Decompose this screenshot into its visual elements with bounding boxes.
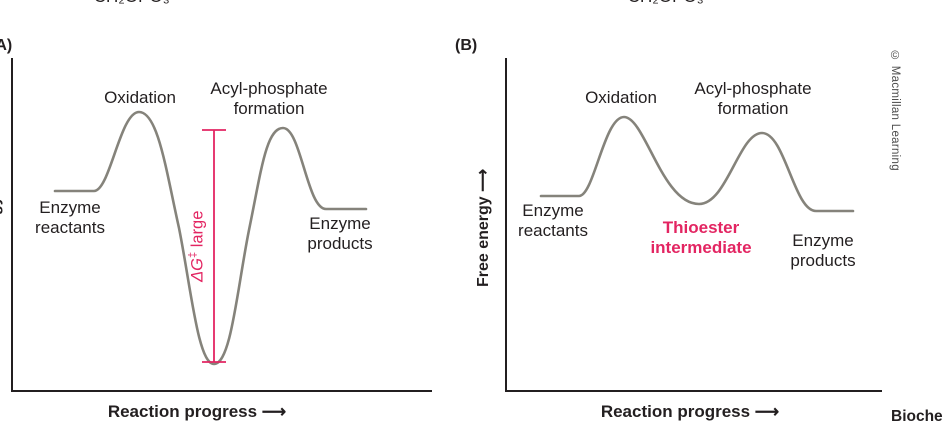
double-dagger-superscript: ‡ [186,251,199,258]
panel-b-axes [505,58,882,392]
panel-a-tag: (A) [0,37,13,54]
panel-b-energy-curve [539,115,855,213]
panel-b-reactants-label: Enzyme reactants [518,201,588,240]
delta-g-label: ΔG‡ large [187,166,208,326]
publisher-credit: © Macmillan Learning [889,50,901,171]
panel-b-peak1-label: Oxidation [585,88,657,107]
panel-a-x-axis-label: Reaction progress ⟶ [107,402,287,421]
panel-b-products-label: Enzyme products [790,231,856,270]
delta-g-symbol: ΔG [188,258,207,282]
corner-caption-text: Bioche [891,408,943,425]
panel-a-y-axis-label: Free energy ⟶ [0,169,3,288]
formula-top-right: CH₂OPO₃²⁻ [628,0,719,7]
panel-b-tag: (B) [455,37,478,54]
panel-b-x-axis-label: Reaction progress ⟶ [600,402,780,421]
formula-top-left: CH₂OPO₃²⁻ [94,0,185,7]
delta-g-bracket [202,129,226,363]
panel-a-axes [11,58,432,392]
panel-a-peak1-label: Oxidation [104,88,176,107]
panel-b-y-axis-label: Free energy ⟶ [475,168,492,288]
delta-g-suffix: large [188,210,207,252]
panel-a-energy-curve [53,110,368,366]
panel-b-peak2-label: Acyl-phosphate formation [694,79,812,118]
panel-a-products-label: Enzyme products [307,214,373,253]
panel-a-reactants-label: Enzyme reactants [35,198,105,237]
thioester-intermediate-label: Thioester intermediate [650,218,752,257]
panel-a-peak2-label: Acyl-phosphate formation [210,79,328,118]
